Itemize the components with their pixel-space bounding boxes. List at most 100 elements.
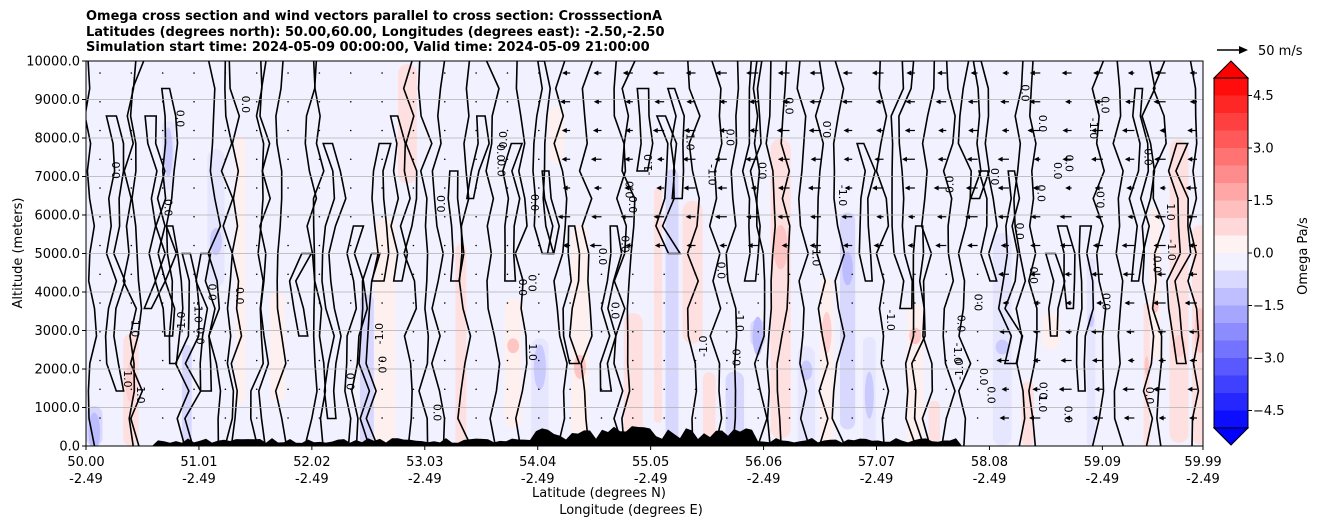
wind-vector-head xyxy=(1159,128,1165,133)
wind-vector-dot xyxy=(349,302,352,304)
wind-vector-head xyxy=(593,99,599,105)
wind-vector-dot xyxy=(130,388,133,391)
wind-vector-dot xyxy=(726,388,728,391)
wind-vector-dot xyxy=(694,417,697,419)
wind-vector-head xyxy=(1189,415,1195,421)
contour-label: -1.0 xyxy=(191,301,204,322)
wind-vector-head xyxy=(1032,185,1038,191)
wind-vector-head xyxy=(683,185,689,191)
wind-vector-dot xyxy=(381,72,383,74)
wind-vector-dot xyxy=(600,330,603,333)
wind-vector-dot xyxy=(224,158,227,161)
wind-vector-head xyxy=(719,243,725,248)
omega-contour-loop xyxy=(174,252,202,446)
omega-contour-loop xyxy=(465,115,490,200)
wind-vector-dot xyxy=(538,417,540,419)
wind-vector-head xyxy=(1127,358,1133,363)
omega-contour-loop xyxy=(143,115,167,310)
y-tick-label: 3000.0 xyxy=(35,324,81,339)
wind-vector-dot xyxy=(99,100,101,103)
contour-label: -1.0 xyxy=(373,323,386,344)
y-axis-label: Altitude (meters) xyxy=(11,198,26,309)
x-tick-label-longitude: -2.49 xyxy=(973,472,1007,487)
wind-vector-dot xyxy=(569,273,571,276)
contour-label: 1.0 xyxy=(1036,395,1049,413)
omega-contour-loop xyxy=(358,252,381,446)
wind-vector-head xyxy=(1125,99,1131,105)
wind-vector-dot xyxy=(349,100,352,103)
wind-vector-dot xyxy=(632,302,634,304)
wind-vector-head xyxy=(907,214,913,220)
wind-vector-dot xyxy=(349,330,352,333)
colorbar-tick-label: −4.5 xyxy=(1253,404,1285,419)
wind-vector-head xyxy=(841,214,847,220)
wind-vector-head xyxy=(1156,271,1162,277)
wind-vector-head xyxy=(1152,386,1158,392)
omega-contour-loop xyxy=(371,142,392,282)
wind-vector-dot xyxy=(475,359,477,362)
positive-omega-region xyxy=(235,136,246,404)
wind-vector-dot xyxy=(569,302,571,304)
wind-vector-head xyxy=(1122,271,1128,277)
wind-vector-head xyxy=(590,156,596,162)
wind-vector-dot xyxy=(412,388,415,391)
contour-label: 0.0 xyxy=(1062,406,1075,424)
wind-vector-dot xyxy=(130,100,133,103)
colorbar-tick-label: 3.0 xyxy=(1253,142,1274,157)
positive-omega-core xyxy=(573,354,587,379)
colorbar-tick-label: 0.0 xyxy=(1253,247,1274,262)
wind-vector-dot xyxy=(851,302,854,304)
contour-label: 1.0 xyxy=(1164,203,1177,221)
contour-label: 0.0 xyxy=(1095,191,1108,209)
negative-omega-region xyxy=(992,232,1012,446)
wind-vector-dot xyxy=(381,100,383,103)
wind-vector-dot xyxy=(412,244,415,247)
wind-vector-dot xyxy=(349,244,352,247)
wind-vector-dot xyxy=(443,100,446,103)
wind-vector-dot xyxy=(287,302,289,304)
wind-vector-dot xyxy=(349,388,352,391)
contour-label: -1.0 xyxy=(810,245,823,266)
wind-vector-head xyxy=(842,243,848,248)
wind-vector-head xyxy=(876,214,882,220)
negative-omega-core xyxy=(995,339,1009,355)
negative-omega-core xyxy=(209,228,222,256)
wind-vector-head xyxy=(1061,70,1067,76)
wind-vector-dot xyxy=(161,158,164,161)
wind-vector-dot xyxy=(130,244,133,247)
colorbar-band xyxy=(1214,393,1248,411)
contour-label: 0.0 xyxy=(497,131,510,149)
wind-vector-dot xyxy=(506,417,509,419)
wind-vector-head xyxy=(746,70,752,76)
wind-vector-dot xyxy=(663,359,665,362)
contour-label: -1.0 xyxy=(733,310,746,331)
wind-vector-dot xyxy=(475,72,477,74)
wind-vector-dot xyxy=(506,129,509,132)
positive-omega-region xyxy=(398,64,417,184)
wind-vector-dot xyxy=(538,244,540,247)
colorbar-tick-label: 4.5 xyxy=(1253,89,1274,104)
grid-lines xyxy=(86,99,1203,408)
omega-contour-loop xyxy=(1056,225,1076,310)
wind-vector-dot xyxy=(788,417,791,419)
wind-vector-head xyxy=(809,70,815,76)
wind-vector-head xyxy=(904,128,910,133)
wind-vector-dot xyxy=(914,359,916,362)
wind-vector-head xyxy=(874,156,880,162)
wind-vector-dot xyxy=(663,273,665,276)
positive-omega-region xyxy=(654,187,663,423)
wind-vector-dot xyxy=(349,187,352,189)
wind-vector-dot xyxy=(788,330,791,333)
quiver-key-label: 50 m/s xyxy=(1258,44,1303,59)
colorbar-tick-label: 1.5 xyxy=(1253,194,1274,209)
negative-omega-core xyxy=(842,251,853,286)
wind-vector-dot xyxy=(443,359,446,362)
positive-omega-region xyxy=(1021,381,1034,446)
wind-vector-dot xyxy=(349,158,352,161)
wind-vector-dot xyxy=(569,417,571,419)
wind-vector-head xyxy=(1091,128,1097,133)
wind-vector-head xyxy=(1126,185,1132,191)
wind-vector-dot xyxy=(851,417,854,419)
wind-vector-dot xyxy=(663,302,665,304)
wind-vector-head xyxy=(970,70,976,76)
